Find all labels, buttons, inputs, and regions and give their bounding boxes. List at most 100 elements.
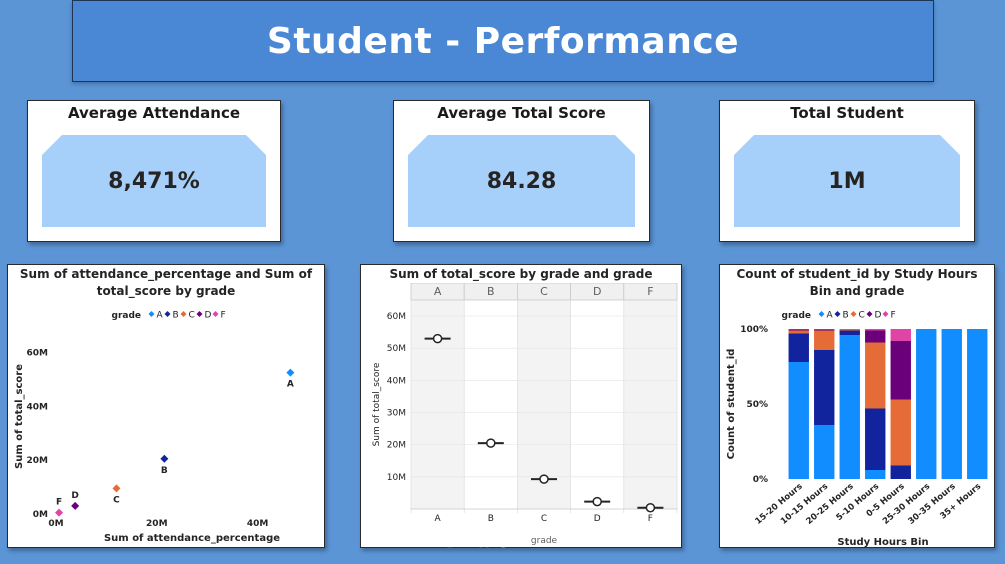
- kpi-label: Total Student: [790, 104, 904, 122]
- bar-segment: [967, 329, 988, 479]
- y-tick-label: 50M: [387, 344, 406, 354]
- legend-label: F: [221, 311, 226, 321]
- bar-segment: [890, 399, 911, 466]
- bar-segment: [839, 329, 860, 331]
- legend-label: B: [173, 311, 179, 321]
- bar-segment: [865, 470, 886, 479]
- watermark-logo: خمسات: [440, 524, 527, 554]
- dashboard-header: Student - Performance: [72, 0, 934, 82]
- x-tick-label: A: [435, 514, 442, 524]
- data-point: [592, 496, 602, 507]
- y-tick-label: 10M: [387, 473, 406, 483]
- kpi-total-student[interactable]: Total Student 1M: [719, 100, 975, 242]
- kpi-average-attendance[interactable]: Average Attendance 8,471%: [27, 100, 281, 242]
- x-axis-label: Study Hours Bin: [837, 537, 928, 548]
- legend-marker-icon: [148, 311, 155, 317]
- y-tick-label: 40M: [387, 376, 406, 386]
- grade-dot-chart[interactable]: A A B B C C D D F F 10M 20M 30M 40M 50M 60M grade Sum of …: [361, 283, 682, 548]
- data-label: D: [71, 491, 78, 501]
- y-tick-label: 60M: [27, 348, 49, 358]
- bar-segment: [814, 329, 835, 331]
- bar-segment: [814, 330, 835, 350]
- legend-marker-icon: [164, 311, 171, 317]
- y-tick-label: 0M: [33, 510, 48, 520]
- kpi-card: 8,471%: [42, 135, 266, 227]
- study-hours-bar-panel[interactable]: Count of student_id by Study Hours Bin a…: [719, 264, 995, 548]
- x-tick-label: 0M: [48, 519, 63, 529]
- bar-segment: [865, 408, 886, 470]
- data-point: [160, 454, 169, 463]
- x-tick-label: F: [648, 514, 653, 524]
- legend-marker-icon: [882, 311, 889, 317]
- bar-segment: [865, 329, 886, 331]
- column-header-label: D: [593, 285, 601, 298]
- legend-marker-icon: [196, 311, 203, 317]
- x-tick-label: C: [541, 514, 547, 524]
- x-tick-label: B: [488, 514, 494, 524]
- kpi-average-total-score[interactable]: Average Total Score 84.28: [393, 100, 650, 242]
- y-axis-label: Sum of total_score: [14, 364, 25, 469]
- column-header-label: B: [487, 285, 495, 298]
- data-point: [539, 474, 549, 484]
- y-tick-label: 60M: [387, 312, 406, 322]
- x-axis-label: Sum of attendance_percentage: [104, 533, 280, 544]
- legend-marker-icon: [180, 311, 187, 317]
- kpi-label: Average Total Score: [437, 104, 606, 122]
- legend-label: D: [875, 311, 882, 321]
- legend-label: D: [205, 311, 212, 321]
- data-point: [645, 502, 656, 513]
- legend-title: grade: [782, 311, 812, 321]
- data-point: [432, 333, 443, 344]
- data-point: [486, 438, 496, 448]
- page-title: Student - Performance: [266, 20, 740, 62]
- x-tick-label: 40M: [247, 519, 269, 529]
- x-tick-label: 20M: [146, 519, 168, 529]
- y-axis-label: Count of student_id: [726, 349, 737, 460]
- chart-title: Sum of attendance_percentage and Sum of …: [19, 267, 313, 298]
- legend-title: grade: [112, 311, 142, 321]
- legend-label: B: [843, 311, 849, 321]
- column-header-label: A: [434, 285, 442, 298]
- bar-segment: [839, 330, 860, 335]
- legend-label: F: [891, 311, 896, 321]
- stacked-bar-chart[interactable]: grade A B C D F0%50%100%Count of student_id15…: [720, 299, 995, 548]
- data-label: F: [56, 498, 62, 508]
- bar-segment: [788, 329, 809, 331]
- bar-segment: [941, 329, 962, 479]
- y-tick-label: 100%: [740, 325, 768, 335]
- x-axis-label: grade: [531, 536, 558, 546]
- y-tick-label: 20M: [387, 441, 406, 451]
- bar-segment: [890, 329, 911, 341]
- kpi-value: 84.28: [486, 168, 557, 194]
- column-band: [623, 300, 677, 509]
- column-header-label: C: [540, 285, 548, 298]
- bar-segment: [890, 341, 911, 400]
- y-tick-label: 20M: [27, 456, 49, 466]
- data-label: A: [287, 380, 294, 390]
- legend-label: C: [189, 311, 195, 321]
- data-point: [71, 501, 80, 510]
- column-band: [411, 300, 465, 509]
- legend-marker-icon: [834, 311, 841, 317]
- legend-marker-icon: [850, 311, 857, 317]
- kpi-label: Average Attendance: [67, 104, 241, 122]
- column-band: [517, 300, 571, 509]
- y-tick-label: 0%: [753, 475, 768, 485]
- y-tick-label: 50%: [746, 400, 768, 410]
- legend-marker-icon: [212, 311, 219, 317]
- bar-segment: [839, 335, 860, 479]
- y-tick-label: 40M: [27, 402, 49, 412]
- legend-label: A: [157, 311, 164, 321]
- bar-segment: [788, 362, 809, 479]
- bar-segment: [890, 465, 911, 479]
- legend-marker-icon: [818, 311, 825, 317]
- column-header: [623, 283, 678, 301]
- kpi-card: 1M: [734, 135, 960, 227]
- scatter-attendance-score-panel[interactable]: Sum of attendance_percentage and Sum of …: [7, 264, 325, 548]
- bar-segment: [788, 333, 809, 362]
- data-label: C: [113, 495, 120, 505]
- column-band: [570, 300, 624, 509]
- data-point: [112, 484, 121, 493]
